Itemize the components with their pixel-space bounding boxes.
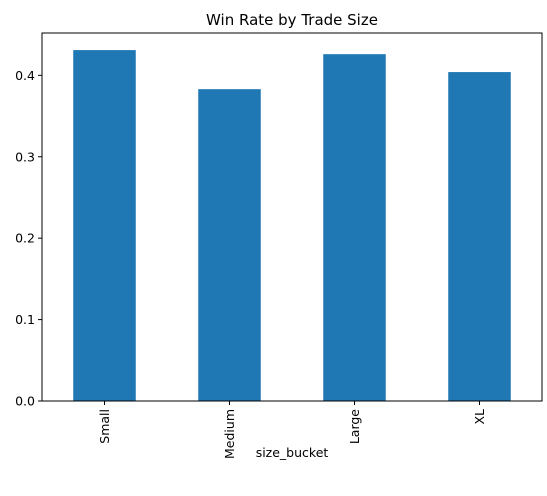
- bars-group: [73, 50, 511, 401]
- bar-small: [73, 50, 136, 401]
- x-axis: Small Medium Large XL: [97, 401, 487, 459]
- x-tick-label: Small: [97, 409, 112, 444]
- y-axis: 0.0 0.1 0.2 0.3 0.4: [15, 68, 42, 409]
- y-tick-label: 0.0: [15, 394, 35, 409]
- x-tick-label: Medium: [222, 409, 237, 459]
- y-tick-label: 0.3: [15, 149, 35, 164]
- plot-frame: [41, 32, 543, 402]
- y-tick-label: 0.1: [15, 312, 35, 327]
- y-tick-label: 0.2: [15, 231, 35, 246]
- chart-title: Win Rate by Trade Size: [206, 11, 378, 29]
- x-tick-label: XL: [472, 409, 487, 425]
- bar-xl: [448, 72, 511, 401]
- x-axis-label: size_bucket: [256, 445, 329, 460]
- bar-medium: [198, 89, 261, 401]
- y-tick-label: 0.4: [15, 68, 35, 83]
- x-tick-label: Large: [347, 409, 362, 444]
- bar-large: [323, 54, 386, 401]
